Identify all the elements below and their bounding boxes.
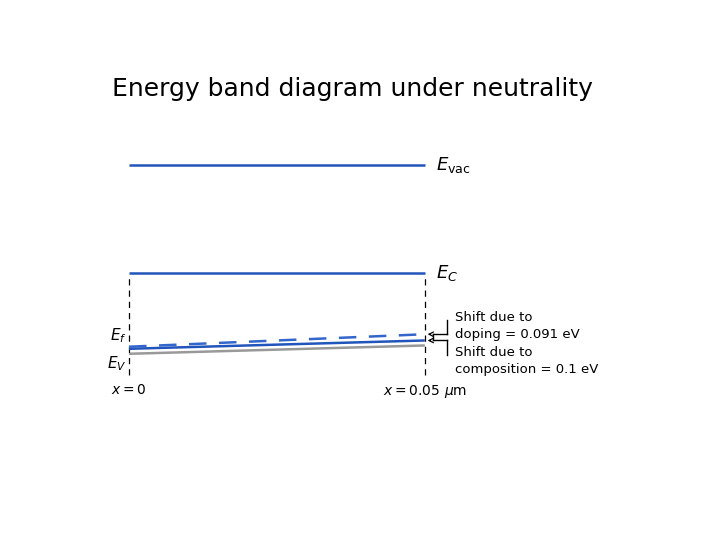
- Text: Energy band diagram under neutrality: Energy band diagram under neutrality: [112, 77, 593, 102]
- Text: Shift due to
doping = 0.091 eV: Shift due to doping = 0.091 eV: [456, 311, 580, 341]
- Text: $x = 0.05\ \mu$m: $x = 0.05\ \mu$m: [383, 383, 467, 400]
- Text: $E_C$: $E_C$: [436, 262, 458, 283]
- Text: $E_{\mathrm{vac}}$: $E_{\mathrm{vac}}$: [436, 154, 471, 174]
- Text: $x = 0$: $x = 0$: [112, 383, 147, 397]
- Text: $E_V$: $E_V$: [107, 355, 126, 373]
- Text: $E_f$: $E_f$: [109, 326, 126, 345]
- Text: Shift due to
composition = 0.1 eV: Shift due to composition = 0.1 eV: [456, 346, 599, 376]
